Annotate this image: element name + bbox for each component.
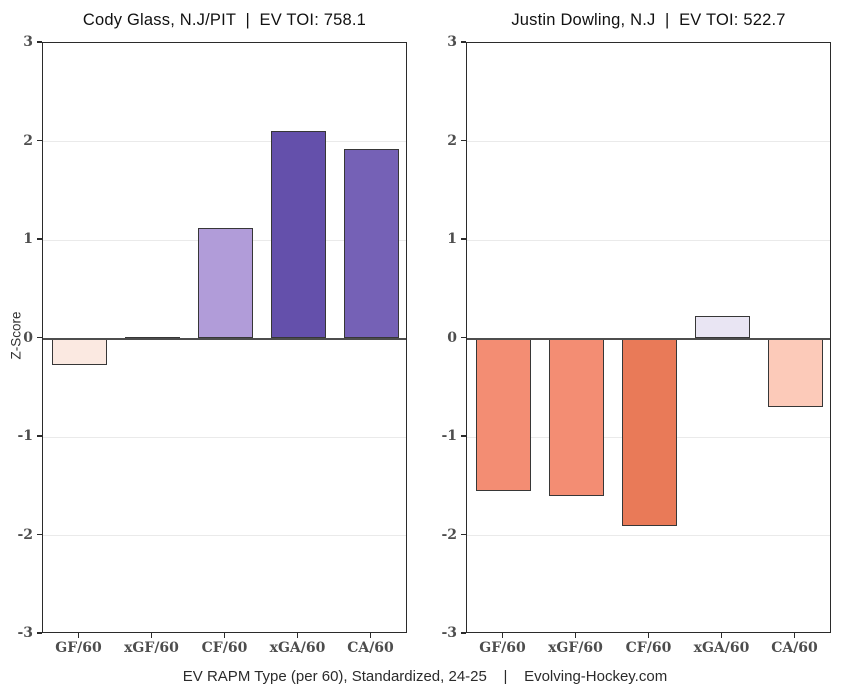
right-chart-title: Justin Dowling, N.J | EV TOI: 522.7 (511, 11, 786, 29)
gridline (43, 141, 406, 142)
x-tick-mark (720, 633, 723, 638)
y-tick-label: 3 (447, 34, 457, 50)
x-tick-label: GF/60 (479, 640, 526, 656)
x-tick-label: xGF/60 (124, 640, 179, 656)
bar-xGA-60 (271, 130, 326, 339)
x-tick-mark (647, 633, 650, 638)
y-tick-label: 1 (447, 231, 457, 247)
bar-CF-60 (198, 228, 253, 339)
gridline (467, 535, 830, 536)
x-tick-label: CF/60 (625, 640, 672, 656)
bar-GF-60 (52, 338, 107, 366)
bar-GF-60 (476, 338, 531, 492)
bar-CA-60 (768, 338, 823, 408)
gridline (43, 436, 406, 438)
bar-CA-60 (344, 149, 399, 339)
y-tick-mark (37, 139, 42, 141)
gridline (467, 239, 830, 241)
x-tick-label: GF/60 (55, 640, 102, 656)
y-tick-mark (461, 533, 466, 535)
zero-line (467, 337, 830, 340)
bar-xGF-60 (549, 338, 604, 497)
y-tick-label: 1 (23, 231, 33, 247)
x-tick-mark (296, 633, 299, 638)
gridline (467, 141, 830, 142)
bar-CF-60 (622, 338, 677, 526)
y-tick-mark (37, 435, 42, 437)
y-tick-mark (37, 533, 42, 535)
x-tick-label: CF/60 (201, 640, 248, 656)
y-tick-label: -3 (17, 625, 33, 641)
plot-area-right (466, 42, 831, 633)
y-tick-mark (461, 238, 466, 240)
y-tick-label: 0 (447, 329, 457, 346)
x-tick-mark (223, 633, 226, 638)
y-tick-mark (37, 238, 42, 240)
x-tick-mark (150, 633, 153, 638)
left-chart-title: Cody Glass, N.J/PIT | EV TOI: 758.1 (82, 11, 367, 29)
zero-line (43, 337, 406, 340)
plot-area-left (42, 42, 407, 633)
x-tick-mark (369, 633, 372, 638)
y-tick-label: -2 (441, 526, 457, 543)
y-tick-mark (461, 139, 466, 141)
x-tick-mark (793, 633, 796, 638)
y-tick-label: 0 (23, 329, 33, 346)
x-tick-mark (574, 633, 577, 638)
x-tick-label: xGA/60 (269, 640, 326, 656)
x-tick-label: xGA/60 (693, 640, 750, 656)
gridline (43, 535, 406, 536)
y-tick-mark (37, 336, 42, 338)
x-tick-mark (77, 633, 80, 638)
y-tick-mark (461, 435, 466, 437)
y-tick-mark (461, 632, 466, 634)
x-tick-mark (501, 633, 504, 638)
y-tick-label: 3 (23, 34, 33, 50)
bar-xGA-60 (695, 315, 750, 339)
y-tick-mark (461, 41, 466, 43)
y-tick-mark (37, 632, 42, 634)
y-tick-mark (37, 41, 42, 43)
x-tick-label: CA/60 (347, 640, 394, 656)
y-tick-mark (461, 336, 466, 338)
y-tick-label: -1 (441, 428, 457, 444)
x-tick-label: CA/60 (771, 640, 818, 656)
x-tick-label: xGF/60 (548, 640, 603, 656)
y-tick-label: -1 (17, 428, 33, 444)
y-tick-label: -2 (17, 526, 33, 543)
y-tick-label: -3 (441, 625, 457, 641)
y-tick-label: 2 (23, 132, 33, 149)
y-tick-label: 2 (447, 132, 457, 149)
figure-caption: EV RAPM Type (per 60), Standardized, 24-… (182, 668, 668, 685)
